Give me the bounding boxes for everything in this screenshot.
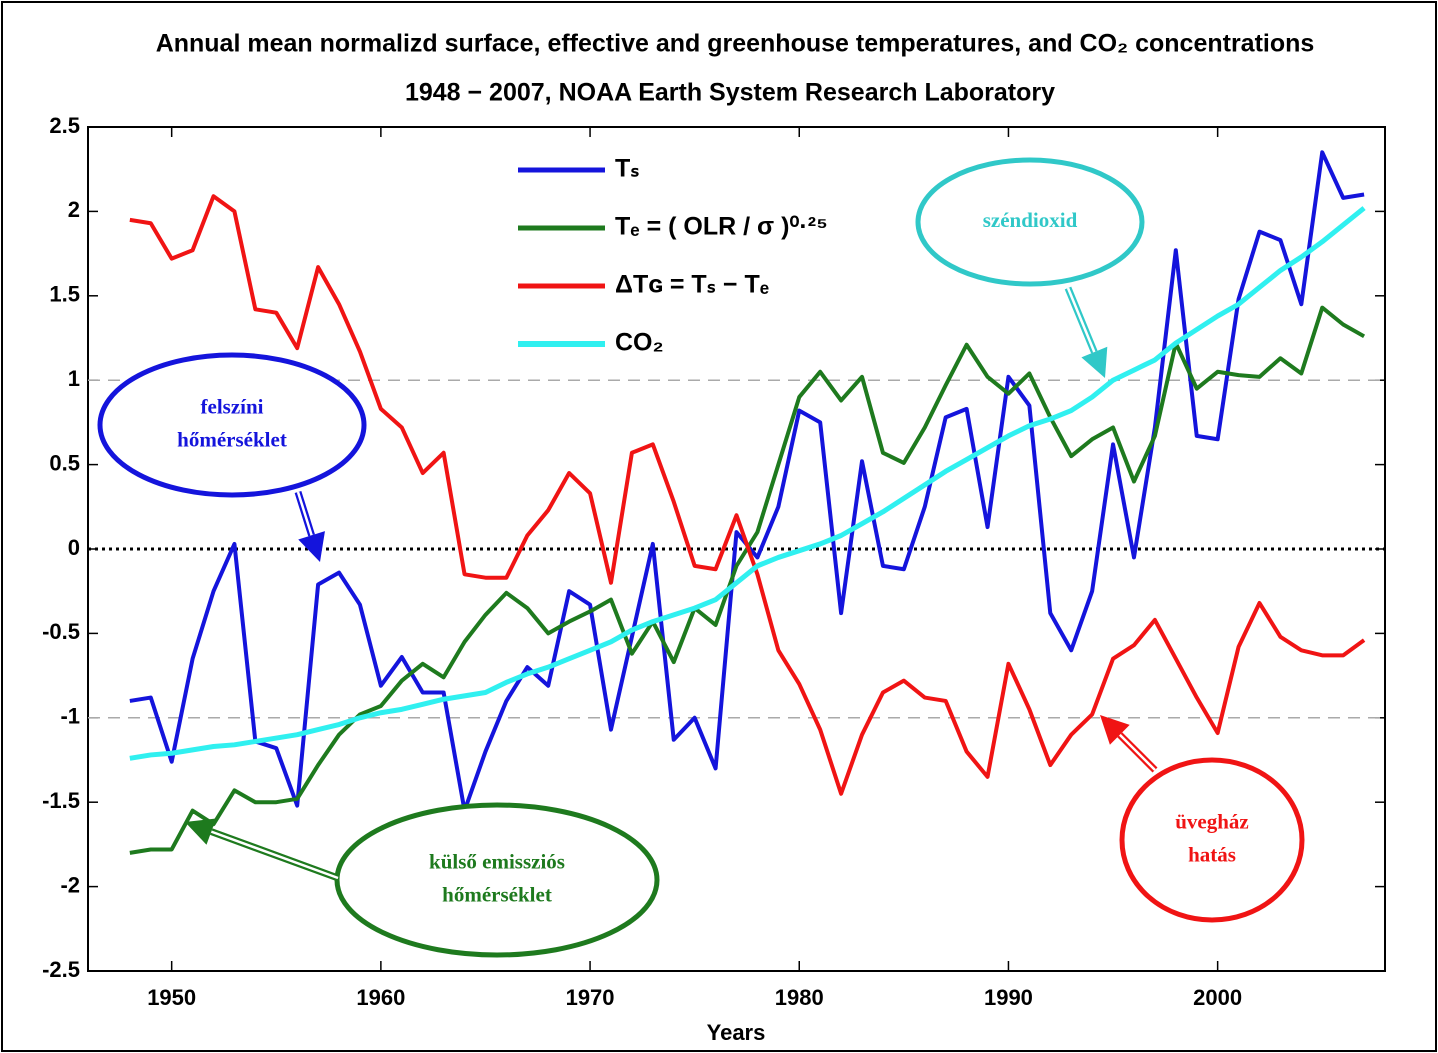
series-line: [129, 206, 1366, 761]
legend-label: Tₑ = ( OLR / σ )⁰·²⁵: [615, 213, 828, 241]
chart-subtitle: 1948 − 2007, NOAA Earth System Research …: [405, 79, 1055, 107]
annotation-text: hőmérséklet: [177, 427, 287, 451]
x-tick-label: 1960: [356, 985, 405, 1010]
annotation-bubble: [1119, 757, 1305, 923]
y-tick-label: -2: [60, 872, 80, 897]
x-tick-label: 1990: [984, 985, 1033, 1010]
annotation-bubble: [334, 802, 660, 958]
y-tick-label: 1.5: [49, 282, 80, 307]
y-tick-label: 2: [68, 197, 80, 222]
legend-label: CO₂: [615, 329, 664, 357]
annotation-arrow: [210, 830, 339, 880]
y-tick-label: -1.5: [42, 788, 80, 813]
annotation-text: külső emissziós: [429, 849, 565, 873]
annotation-arrow: [296, 491, 313, 536]
annotation-text: felszíni: [201, 394, 264, 418]
annotation-bubble: [97, 352, 367, 498]
series-line: [129, 194, 1366, 796]
legend-label: Tₛ: [615, 155, 640, 183]
annotation-arrowhead: [185, 818, 217, 845]
x-tick-label: 2000: [1193, 985, 1242, 1010]
annotation-arrowhead: [298, 531, 325, 562]
annotation-text: hőmérséklet: [442, 882, 552, 906]
x-axis-label: Years: [707, 1020, 766, 1045]
y-tick-label: 1: [68, 366, 80, 391]
x-tick-label: 1970: [566, 985, 615, 1010]
y-tick-label: -1: [60, 704, 80, 729]
y-tick-label: 0: [68, 535, 80, 560]
chart-title: Annual mean normalizd surface, effective…: [156, 30, 1315, 58]
x-tick-label: 1950: [147, 985, 196, 1010]
annotation-text: széndioxid: [983, 208, 1078, 232]
annotation-text: üvegház: [1175, 809, 1249, 833]
y-tick-label: -0.5: [42, 619, 80, 644]
x-tick-label: 1980: [775, 985, 824, 1010]
y-tick-label: 0.5: [49, 450, 80, 475]
annotation-arrow: [1066, 287, 1096, 353]
y-tick-label: -2.5: [42, 957, 80, 982]
annotation-arrow: [1118, 733, 1156, 771]
legend-label: ΔTɢ = Tₛ − Tₑ: [615, 271, 769, 299]
y-tick-label: 2.5: [49, 113, 80, 138]
annotation-arrowhead: [1081, 346, 1108, 378]
annotation-text: hatás: [1188, 842, 1236, 866]
annotation-bubble: [915, 157, 1145, 287]
annotation-arrowhead: [1100, 715, 1130, 745]
